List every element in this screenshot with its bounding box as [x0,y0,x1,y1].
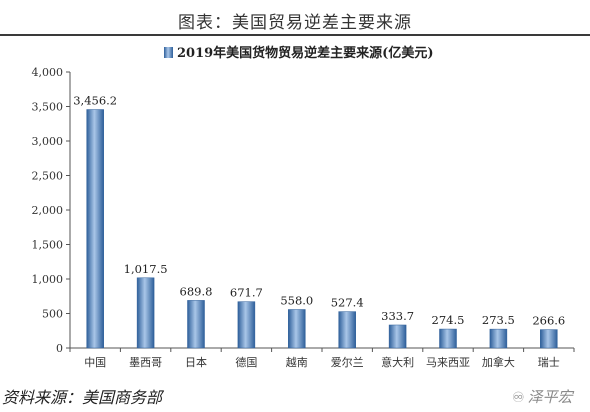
figure-title: 图表：美国贸易逆差主要来源 [178,13,412,33]
y-tick-label: 3,500 [32,101,64,114]
data-label: 273.5 [482,313,515,327]
data-label: 1,017.5 [124,262,168,276]
y-tick-label: 2,500 [32,170,64,183]
data-label: 671.7 [230,286,263,300]
x-tick-label: 德国 [235,355,257,369]
watermark: ♾ 泽平宏 [512,386,573,407]
source-note: 资料来源：美国商务部 [2,388,163,407]
bar [388,324,407,349]
x-tick-label: 意大利 [381,355,414,369]
x-tick-label: 瑞士 [538,355,560,369]
x-tick-label: 马来西亚 [426,356,470,369]
x-tick-label: 加拿大 [482,355,515,369]
data-label: 333.7 [381,309,414,323]
y-tick-label: 4,000 [32,66,64,79]
y-axis: 0 500 1,000 1,500 2,000 2,500 3,000 3,500 4,000 [32,66,71,355]
data-label: 558.0 [280,293,313,307]
y-tick-label: 0 [56,342,63,355]
bar [237,301,256,349]
bar [439,328,457,349]
y-tick-label: 2,000 [32,204,64,217]
title-divider [0,34,590,36]
bar [338,311,356,349]
x-tick-label: 中国 [84,356,106,369]
y-tick-label: 1,500 [32,239,64,252]
data-label: 527.4 [331,296,364,310]
bar [86,109,104,349]
x-axis: 中国 墨西哥 日本 德国 越南 爱尔兰 意大利 马来西亚 加拿大 瑞士 [69,347,575,369]
data-label: 689.8 [180,284,213,298]
x-tick-label: 日本 [185,355,207,369]
bar [489,328,508,349]
data-label: 3,456.2 [73,94,117,108]
x-tick-label: 越南 [286,355,308,369]
data-label: 274.5 [432,313,465,327]
bar [136,277,155,349]
x-tick-label: 爱尔兰 [331,356,364,369]
legend-label: 2019年美国货物贸易逆差主要来源(亿美元) [177,45,433,61]
watermark-text: 泽平宏 [527,388,573,406]
y-tick-label: 3,000 [32,135,64,148]
bar [187,300,205,349]
y-tick-label: 500 [42,308,63,321]
bar-chart: 2019年美国货物贸易逆差主要来源(亿美元) 0 500 1,000 1,500 2,0… [32,45,575,369]
bar [540,329,558,349]
x-tick-label: 墨西哥 [129,356,162,369]
bar-series: 3,456.2 1,017.5 689.8 671.7 558.0 527.4 333.7 2… [73,94,565,349]
y-tick-label: 1,000 [32,273,64,286]
bar [288,309,306,349]
legend-swatch [164,47,173,58]
chart-legend: 2019年美国货物贸易逆差主要来源(亿美元) [164,45,433,61]
wechat-icon: ♾ [512,390,525,406]
data-label: 266.6 [532,314,565,328]
